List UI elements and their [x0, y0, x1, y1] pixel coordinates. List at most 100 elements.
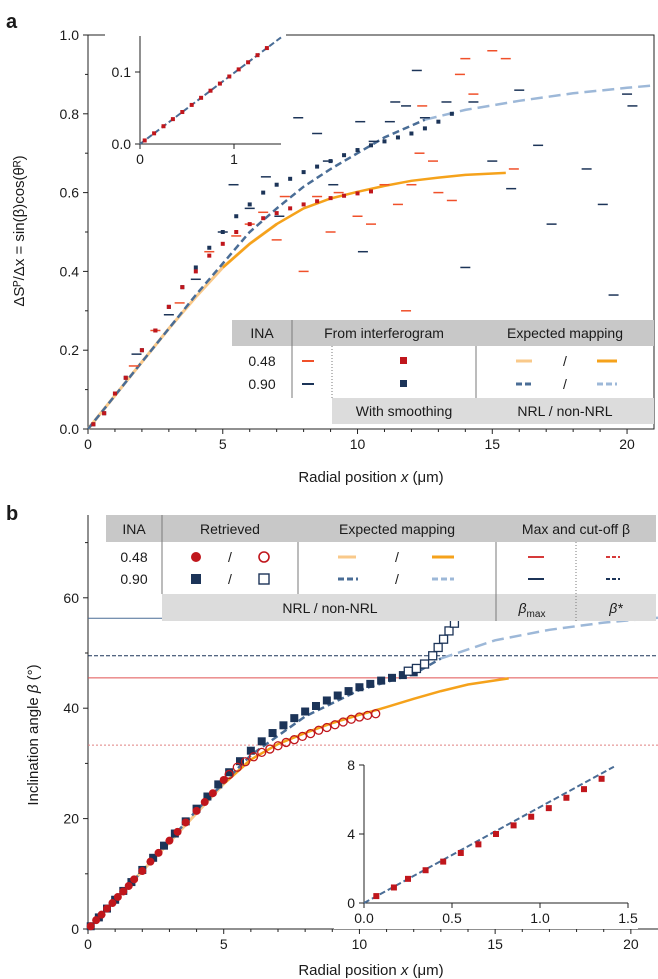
a-y-tick-label: 0.4	[60, 263, 80, 279]
b-inset-y-tick-label: 8	[347, 757, 355, 773]
b-ret-048-nonnrl-point	[314, 725, 324, 735]
panel-b-plot: 0 5 10 15 20 0 20 40 60 0.0 0.5 1.0 1.5 0 4 8	[63, 515, 658, 952]
a-slash: /	[563, 353, 567, 369]
b-inset-point	[581, 786, 587, 793]
b-leg-ret-090-nrl	[191, 574, 201, 584]
b-ret-090-nrl-point	[312, 701, 320, 710]
b-line-exp-048-nonnrl	[222, 677, 509, 785]
b-inset-point	[457, 849, 464, 856]
b-ret-090-nrl-point	[268, 729, 277, 738]
b-ret-090-nrl-point	[236, 757, 244, 766]
a-smooth-048-point	[180, 285, 185, 290]
b-foot-nrl: NRL / non-NRL	[282, 600, 377, 616]
a-inset-point	[152, 131, 157, 136]
a-x-tick-label: 10	[350, 436, 366, 452]
a-smooth-090-point	[247, 202, 252, 207]
a-smooth-090-point	[369, 143, 373, 148]
a-foot-nrl: NRL / non-NRL	[517, 403, 612, 419]
a-inset-y-tick-label: 0.1	[112, 64, 132, 80]
b-ret-090-nonnrl-point	[403, 666, 413, 676]
b-ret-048-nrl-point	[219, 775, 228, 784]
b-inset-point	[510, 822, 517, 829]
b-foot-bstar-bg	[576, 594, 656, 621]
a-inset-point	[236, 67, 241, 72]
a-y-tick-label: 0.6	[60, 185, 80, 201]
a-smooth-090-point	[288, 176, 293, 181]
a-xlabel: Radial position x (μm)	[298, 469, 443, 486]
panel-a-letter: a	[6, 11, 18, 33]
a-foot-smoothing-bg	[332, 398, 476, 424]
a-smooth-048-point	[328, 196, 333, 201]
a-inset-point	[161, 124, 166, 129]
b-ret-090-nrl-point	[149, 853, 158, 862]
a-smooth-090-point	[342, 153, 347, 158]
b-inset-point	[598, 775, 605, 782]
a-smooth-090-point	[220, 230, 225, 234]
b-inset-point	[475, 841, 482, 848]
b-slash: /	[395, 571, 399, 587]
b-ret-048-nrl-point	[113, 892, 122, 901]
a-y-tick-label: 0.2	[60, 342, 80, 358]
a-slash: /	[563, 376, 567, 392]
b-ret-048-nrl-point	[130, 875, 139, 884]
b-ret-048-nonnrl-point	[248, 752, 259, 762]
b-leg-ret-048-nrl	[191, 552, 201, 562]
a-y-tick-label: 0.8	[60, 106, 80, 122]
a-th-interf: From interferogram	[324, 325, 444, 341]
a-smooth-048-point	[234, 230, 239, 234]
b-th-retrieved-bg	[162, 515, 298, 542]
b-ret-048-nonnrl-point	[297, 731, 308, 742]
a-row-048: 0.48	[248, 353, 275, 369]
a-smooth-048-point	[91, 422, 96, 427]
b-xlabel: Radial position x (μm)	[298, 962, 443, 979]
b-ret-048-nrl-point	[103, 904, 111, 913]
b-ret-048-nonnrl-point	[289, 735, 299, 745]
b-inset-point	[545, 805, 552, 812]
b-ret-048-nonnrl-point	[305, 728, 316, 739]
b-ret-090-nrl-point	[160, 841, 168, 850]
a-smooth-090-point	[301, 170, 306, 175]
a-smooth-090-point	[234, 214, 239, 219]
a-smooth-048-point	[220, 241, 225, 246]
b-line-exp-090-nonnrl	[440, 616, 658, 660]
b-ret-090-nrl-point	[214, 780, 223, 789]
b-leg-ret-090-nonnrl	[258, 573, 270, 585]
b-inset-point	[563, 794, 570, 801]
a-th-ina-bg	[232, 320, 292, 346]
a-x-tick-label: 5	[219, 436, 227, 452]
b-inset-point	[528, 813, 535, 820]
a-inset-point	[170, 117, 175, 122]
a-line-exp-090-nrl	[87, 118, 426, 430]
b-ret-090-nonnrl-point	[444, 626, 454, 636]
a-smooth-048-point	[112, 391, 117, 396]
b-ret-048-nonnrl-point	[273, 741, 283, 751]
a-x-tick-label: 15	[484, 436, 500, 452]
a-smooth-090-point	[382, 139, 387, 144]
b-ret-090-nrl-point	[344, 687, 353, 696]
a-inset-point	[199, 95, 204, 100]
a-inset-x-tick-label: 0	[136, 151, 144, 167]
b-ret-048-nonnrl-point	[281, 737, 291, 748]
a-smooth-048-point	[139, 348, 144, 353]
a-smooth-090-point	[328, 159, 333, 164]
a-smooth-048-point	[288, 206, 293, 211]
b-th-expected-bg	[298, 515, 496, 542]
b-ret-048-nrl-point	[86, 922, 95, 931]
b-inset-y-tick-label: 0	[347, 895, 355, 911]
a-smooth-090-point	[436, 119, 441, 124]
b-ret-048-nonnrl-point	[224, 769, 234, 780]
a-smooth-048-point	[301, 202, 306, 207]
b-ret-090-nrl-point	[398, 671, 407, 680]
a-smooth-090-point	[193, 265, 198, 270]
a-smooth-048-point	[342, 193, 347, 198]
a-inset-point	[255, 53, 260, 58]
b-ret-048-nrl-point	[192, 806, 201, 815]
a-line-exp-090-nonnrl	[424, 84, 655, 121]
b-inset-x-tick-label: 0.0	[354, 910, 374, 926]
b-row-090: 0.90	[120, 571, 147, 587]
a-smooth-048-point	[123, 375, 128, 380]
b-ret-048-nrl-point	[181, 818, 190, 827]
b-ret-048-nonnrl-point	[330, 720, 340, 730]
b-ret-090-nrl-point	[333, 691, 342, 700]
b-row-048: 0.48	[120, 549, 147, 565]
